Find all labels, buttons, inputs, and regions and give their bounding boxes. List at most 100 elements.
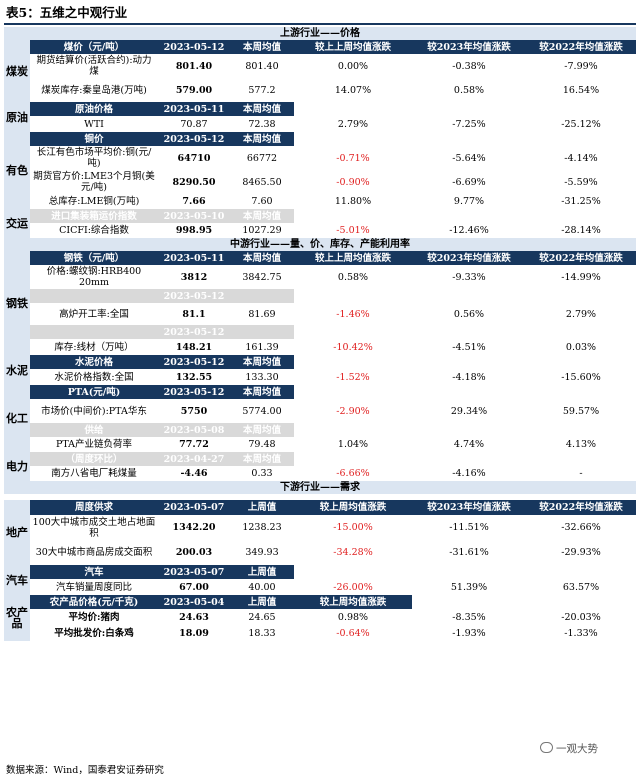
row-chg: 14.07% — [334, 84, 372, 96]
row-avg: 577.2 — [248, 84, 276, 96]
row-vs-2022: 63.57% — [562, 581, 600, 593]
col-vs-2023: 较2023年均值涨跌 — [412, 40, 526, 54]
steel-date-3: 2023-05-12 — [158, 325, 230, 339]
table-row: 价格:螺纹钢:HRB400 20mm 3812 3842.75 0.58% -9… — [4, 265, 636, 289]
row-name: CICFI:综合指数 — [59, 225, 129, 236]
table-row: 高炉开工率:全国 81.1 81.69 -1.46% 0.56% 2.79% — [4, 303, 636, 325]
row-chg: 0.00% — [337, 60, 369, 72]
row-avg: 18.33 — [248, 627, 276, 639]
col-weekly-avg: 本周均值 — [230, 385, 294, 399]
auto-header: 汽车 — [30, 565, 158, 579]
row-chg: 0.98% — [337, 611, 369, 623]
table-row: 总库存:LME铜(万吨) 7.66 7.60 11.80% 9.77% -31.… — [4, 194, 636, 209]
row-avg: 40.00 — [248, 581, 276, 593]
row-name: 价格:螺纹钢:HRB400 20mm — [46, 266, 142, 288]
row-vs-2023: 29.34% — [450, 405, 488, 417]
row-avg: 1238.23 — [242, 522, 282, 533]
col-weekly-avg: 本周均值 — [230, 251, 294, 265]
col-vs-last: 较上上周均值涨跌 — [294, 251, 412, 265]
supply-header: 供给 — [30, 423, 158, 437]
row-chg: -34.28% — [333, 547, 373, 558]
row-vs-2022: -29.93% — [561, 547, 601, 558]
row-vs-2022: -25.12% — [561, 118, 601, 130]
row-vs-2022: 16.54% — [562, 84, 600, 96]
row-name: 高炉开工率:全国 — [59, 308, 129, 320]
oil-date: 2023-05-11 — [158, 102, 230, 116]
row-avg: 72.38 — [248, 118, 276, 130]
cat-agri: 农产品 — [4, 595, 30, 641]
col-last-week: 上周值 — [230, 565, 294, 579]
row-value: 67.00 — [179, 581, 209, 593]
table-row: PTA产业链负荷率 77.72 79.48 1.04% 4.74% 4.13% — [4, 437, 636, 452]
row-chg: -0.64% — [336, 627, 370, 639]
row-avg: 3842.75 — [242, 271, 282, 283]
col-vs-last-week: 较上周均值涨跌 — [294, 500, 412, 515]
row-name: 平均价:猪肉 — [68, 611, 120, 623]
row-vs-2023: -4.51% — [452, 341, 486, 353]
row-avg: 0.33 — [251, 468, 273, 479]
col-vs-2022: 较2022年均值涨跌 — [526, 251, 636, 265]
cement-date: 2023-05-12 — [158, 355, 230, 369]
table-row: 煤炭库存:秦皇岛港(万吨) 579.00 577.2 14.07% 0.58% … — [4, 78, 636, 102]
row-name: 总库存:LME铜(万吨) — [48, 196, 140, 207]
row-value: 7.66 — [182, 196, 206, 207]
row-name: WTI — [84, 118, 104, 130]
cat-oil: 原油 — [4, 102, 30, 132]
row-avg: 66772 — [246, 152, 278, 164]
table-row: 期货官方价:LME3个月铜(美元/吨) 8290.50 8465.50 -0.9… — [4, 170, 636, 194]
supply-date: 2023-05-08 — [158, 423, 230, 437]
cat-transport: 交运 — [4, 209, 30, 238]
col-weekly-avg: 本周均值 — [230, 209, 294, 223]
table-title: 表5：五维之中观行业 — [6, 5, 128, 20]
row-vs-2023: -4.16% — [452, 468, 486, 479]
col-last-week: 上周值 — [230, 500, 294, 515]
row-name: 库存:线材（万吨） — [54, 341, 134, 353]
row-value: 579.00 — [175, 84, 213, 96]
row-avg: 5774.00 — [242, 405, 282, 417]
row-avg: 161.39 — [245, 341, 279, 353]
row-value: 24.63 — [179, 611, 209, 623]
source-note: 数据来源：Wind，国泰君安证券研究 — [6, 765, 164, 776]
table-row: 30大中城市商品房成交面积 200.03 349.93 -34.28% -31.… — [4, 540, 636, 565]
col-vs-2022: 较2022年均值涨跌 — [526, 500, 636, 515]
table-row: 南方八省电厂耗煤量 -4.46 0.33 -6.66% -4.16% - — [4, 466, 636, 481]
col-weekly-avg: 本周均值 — [230, 102, 294, 116]
row-avg: 349.93 — [245, 547, 279, 558]
cat-auto: 汽车 — [4, 565, 30, 595]
row-value: -4.46 — [180, 468, 208, 479]
row-name: PTA产业链负荷率 — [55, 439, 133, 450]
row-vs-2023: -4.18% — [452, 371, 486, 383]
row-avg: 81.69 — [248, 308, 276, 320]
row-value: 801.40 — [175, 60, 213, 72]
table-row: WTI 70.87 72.38 2.79% -7.25% -25.12% — [4, 116, 636, 132]
row-value: 18.09 — [179, 627, 209, 639]
row-vs-2023: 0.58% — [453, 84, 485, 96]
row-vs-2023: -1.93% — [452, 627, 486, 639]
steel-date: 2023-05-11 — [158, 251, 230, 265]
row-chg: 0.58% — [337, 271, 369, 283]
copper-date: 2023-05-12 — [158, 132, 230, 146]
row-avg: 1027.29 — [242, 225, 282, 236]
row-value: 3812 — [180, 271, 208, 283]
row-vs-2023: -0.38% — [452, 60, 486, 72]
row-name: 市场价(中间价):PTA华东 — [41, 405, 147, 417]
shipping-date: 2023-05-10 — [158, 209, 230, 223]
cat-steel: 钢铁 — [4, 251, 30, 355]
row-vs-2023: 4.74% — [453, 439, 485, 450]
row-value: 8290.50 — [172, 176, 216, 188]
power-date: 2023-04-27 — [158, 452, 230, 466]
row-vs-2023: -5.64% — [452, 152, 486, 164]
table-row: 平均批发价:白条鸡 18.09 18.33 -0.64% -1.93% -1.3… — [4, 625, 636, 641]
row-value: 70.87 — [180, 118, 208, 130]
row-value: 148.21 — [175, 341, 213, 353]
row-name: 南方八省电厂耗煤量 — [51, 468, 137, 479]
table-row: 期货结算价(活跃合约):动力煤 801.40 801.40 0.00% -0.3… — [4, 54, 636, 78]
oil-header: 原油价格 — [30, 102, 158, 116]
row-vs-2023: 0.56% — [453, 308, 485, 320]
row-vs-2023: 51.39% — [450, 581, 488, 593]
row-vs-2023: -12.46% — [449, 225, 489, 236]
col-vs-2023: 较2023年均值涨跌 — [412, 500, 526, 515]
row-value: 81.1 — [182, 308, 206, 320]
col-weekly-avg: 本周均值 — [230, 452, 294, 466]
pta-header: PTA(元/吨) — [30, 385, 158, 399]
